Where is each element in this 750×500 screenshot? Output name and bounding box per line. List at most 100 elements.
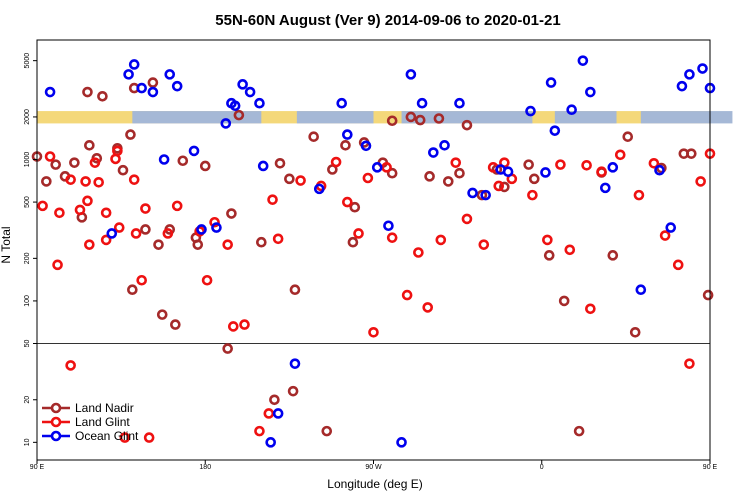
point-ocean-glint <box>257 160 269 172</box>
x-axis-ticks: 90 E 180 90 W 0 90 E <box>30 460 718 471</box>
point-land-glint <box>52 259 63 271</box>
point-ocean-glint <box>545 77 557 88</box>
point-land-glint <box>227 321 239 332</box>
point-land-nadir <box>607 250 619 261</box>
point-ocean-glint <box>44 86 56 98</box>
point-land-nadir <box>543 250 555 261</box>
point-land-glint <box>222 239 233 250</box>
point-land-glint <box>100 234 112 246</box>
point-land-nadir <box>97 90 108 102</box>
point-land-glint <box>162 228 174 239</box>
point-land-nadir <box>461 119 473 131</box>
point-land-glint <box>362 172 374 184</box>
point-land-nadir <box>454 167 465 179</box>
point-land-nadir <box>284 173 295 185</box>
point-land-glint <box>435 234 447 246</box>
point-land-nadir <box>156 309 168 320</box>
point-land-glint <box>659 230 671 241</box>
point-ocean-glint <box>254 97 265 109</box>
y-tick-label: 200 <box>24 252 31 264</box>
point-land-glint <box>113 222 125 233</box>
point-land-nadir <box>523 159 534 170</box>
point-land-glint <box>272 233 284 245</box>
point-land-nadir <box>528 173 540 185</box>
point-land-glint <box>140 203 151 214</box>
x-tick-label: 90 W <box>365 464 382 471</box>
point-land-glint <box>74 204 86 216</box>
legend-label-ocean-glint: Ocean Glint <box>75 429 139 443</box>
y-tick-label: 500 <box>24 196 31 208</box>
point-ocean-glint <box>147 86 159 98</box>
point-land-glint <box>65 174 76 185</box>
y-axis-ticks: 10 20 50 100 200 500 1000 2000 5000 <box>24 53 37 446</box>
point-ocean-glint <box>502 166 514 177</box>
x-tick-label: 90 E <box>703 464 718 471</box>
legend-marker-land-nadir <box>50 402 62 414</box>
chart-title: 55N-60N August (Ver 9) 2014-09-06 to 202… <box>215 12 560 29</box>
point-land-nadir <box>140 224 151 235</box>
point-land-nadir <box>622 131 634 142</box>
point-land-glint <box>128 174 140 185</box>
point-land-glint <box>93 176 104 188</box>
point-ocean-glint <box>566 104 577 116</box>
point-ocean-glint <box>525 105 536 117</box>
point-ocean-glint <box>540 167 551 178</box>
point-ocean-glint <box>196 224 207 235</box>
point-land-nadir <box>170 319 181 330</box>
point-ocean-glint <box>665 222 677 233</box>
point-land-nadir <box>50 159 61 170</box>
legend-label-land-glint: Land Glint <box>75 415 130 429</box>
point-land-glint <box>143 432 155 443</box>
point-ocean-glint <box>585 86 596 98</box>
point-land-glint <box>80 176 91 187</box>
point-land-glint <box>330 156 342 168</box>
point-land-nadir <box>233 109 245 121</box>
point-ocean-glint <box>158 154 170 165</box>
point-land-nadir <box>321 425 333 437</box>
point-ocean-glint <box>383 220 394 232</box>
point-land-glint <box>368 326 379 338</box>
x-tick-label: 180 <box>199 464 211 471</box>
point-land-glint <box>84 239 95 250</box>
point-ocean-glint <box>188 145 200 157</box>
x-axis-label: Longitude (deg E) <box>327 477 422 491</box>
series-land-glint <box>37 145 716 443</box>
point-land-glint <box>542 234 553 246</box>
series-ocean-glint <box>44 55 716 448</box>
x-tick-label: 0 <box>540 464 544 471</box>
point-ocean-glint <box>211 222 222 233</box>
point-land-nadir <box>386 115 398 127</box>
point-ocean-glint <box>237 79 248 90</box>
y-tick-label: 1000 <box>24 152 31 168</box>
point-land-nadir <box>573 425 585 437</box>
point-land-nadir <box>125 129 136 140</box>
point-ocean-glint <box>123 69 134 80</box>
series-land-nadir <box>31 77 714 437</box>
point-land-glint <box>422 302 434 313</box>
ocean-strip-segment <box>554 111 617 124</box>
point-land-glint <box>493 180 505 192</box>
point-land-nadir <box>476 189 488 201</box>
point-land-nadir <box>702 289 714 301</box>
y-tick-label: 100 <box>24 295 31 307</box>
point-land-nadir <box>442 176 454 187</box>
point-ocean-glint <box>164 69 176 80</box>
point-ocean-glint <box>635 284 647 296</box>
point-land-glint <box>648 158 660 169</box>
point-land-glint <box>295 175 306 186</box>
point-ocean-glint <box>396 437 407 448</box>
point-land-glint <box>136 274 147 286</box>
point-land-glint <box>633 189 645 201</box>
point-ocean-glint <box>654 164 665 176</box>
point-land-nadir <box>127 284 138 296</box>
point-ocean-glint <box>480 189 491 201</box>
point-land-glint <box>672 259 684 271</box>
point-land-glint <box>478 239 490 250</box>
point-land-nadir <box>629 326 641 338</box>
point-ocean-glint <box>454 97 465 109</box>
point-ocean-glint <box>676 80 688 92</box>
point-ocean-glint <box>342 129 353 140</box>
point-ocean-glint <box>549 125 561 136</box>
point-land-nadir <box>405 111 417 123</box>
